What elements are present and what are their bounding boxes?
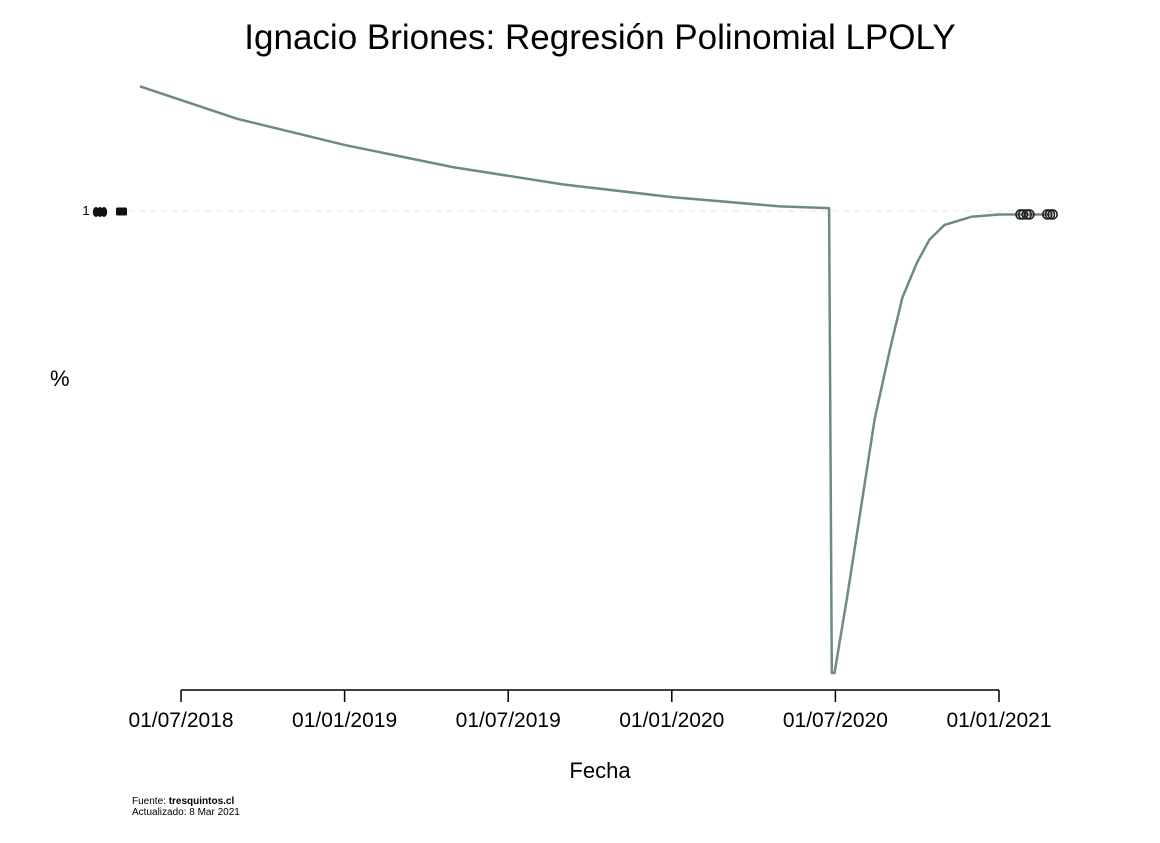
y-axis: 1 xyxy=(82,203,127,218)
y-tick-label: 1 xyxy=(82,203,89,218)
x-axis: 01/07/2018 01/01/2019 01/07/2019 01/01/2020… xyxy=(128,689,1052,732)
source-line: Fuente: tresquintos.cl xyxy=(132,796,240,807)
x-tick-label: 01/07/2020 xyxy=(783,709,888,732)
x-tick-label: 01/01/2019 xyxy=(292,709,397,732)
x-axis-label: Fecha xyxy=(569,758,631,783)
source-name: tresquintos.cl xyxy=(168,796,235,807)
x-tick-label: 01/07/2018 xyxy=(128,709,233,732)
chart-title: Ignacio Briones: Regresión Polinomial LP… xyxy=(244,18,956,57)
series-line-1 xyxy=(139,85,1052,675)
data-marker-4 xyxy=(1024,209,1035,220)
footer: Fuente: tresquintos.cl Actualizado: 8 Ma… xyxy=(132,796,240,818)
y-axis-marker-4 xyxy=(116,207,127,216)
updated-line: Actualizado: 8 Mar 2021 xyxy=(132,807,240,818)
data-marker-2 xyxy=(1017,209,1029,220)
x-tick-label: 01/01/2021 xyxy=(946,709,1051,732)
x-tick-label: 01/01/2020 xyxy=(619,709,724,732)
source-prefix: Fuente: xyxy=(132,796,169,807)
series-layer xyxy=(139,85,1052,675)
marker-layer xyxy=(1015,209,1058,220)
x-tick-label: 01/07/2019 xyxy=(456,709,561,732)
y-axis-marker-3 xyxy=(100,207,108,217)
y-axis-label: % xyxy=(50,366,70,391)
data-marker-7 xyxy=(1047,209,1058,220)
